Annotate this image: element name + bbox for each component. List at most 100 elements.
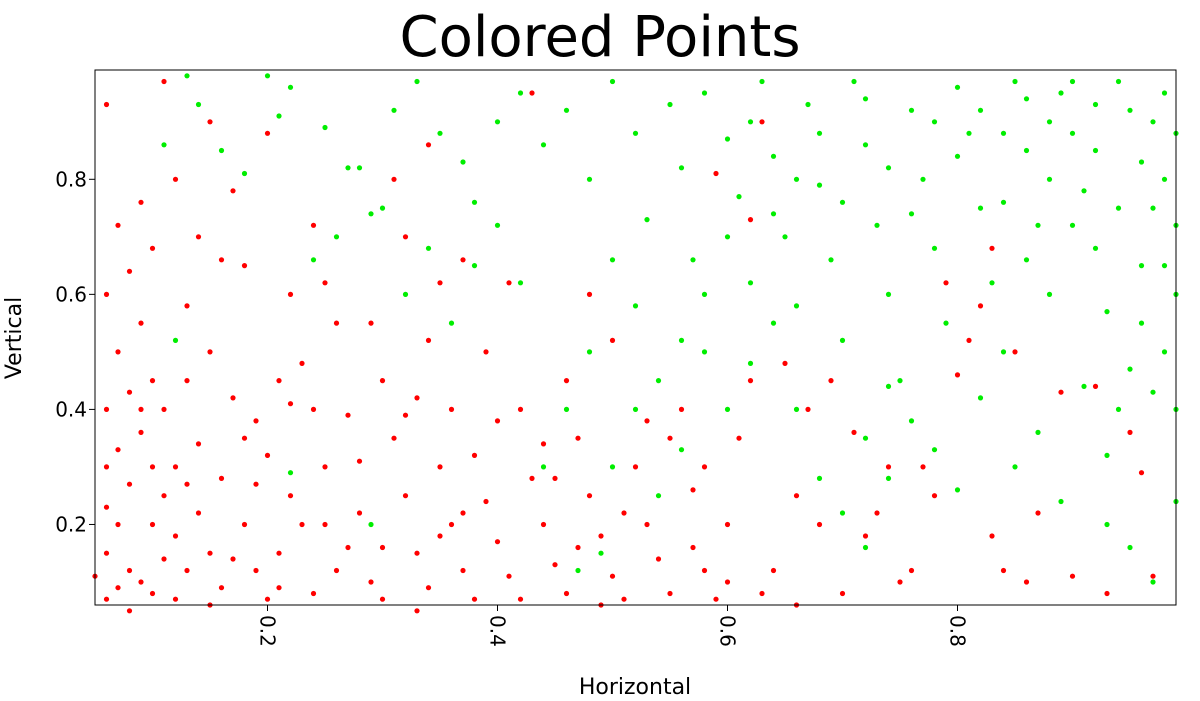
point-green — [540, 464, 547, 470]
point-green — [1092, 101, 1099, 108]
point-red — [379, 596, 386, 602]
point-red — [977, 303, 984, 309]
point-red — [632, 464, 639, 470]
point-green — [828, 257, 834, 263]
point-green — [448, 320, 455, 326]
point-red — [552, 475, 558, 481]
point-green — [1150, 119, 1156, 125]
point-red — [195, 510, 202, 516]
point-red — [230, 188, 236, 194]
point-red — [540, 441, 547, 447]
point-green — [954, 84, 961, 90]
point-red — [103, 406, 110, 412]
point-green — [609, 78, 616, 85]
point-green — [1035, 429, 1041, 435]
point-green — [747, 119, 754, 125]
point-red — [184, 567, 190, 574]
point-green — [690, 257, 696, 263]
point-green — [368, 211, 374, 217]
point-red — [540, 521, 547, 528]
point-red — [471, 596, 478, 602]
point-red — [506, 573, 512, 579]
point-green — [805, 101, 811, 108]
point-red — [184, 378, 190, 384]
point-red — [126, 481, 133, 487]
point-red — [126, 608, 133, 614]
point-green — [770, 211, 777, 217]
point-red — [138, 320, 144, 326]
y-axis: 0.2 0.4 0.6 0.8 — [55, 167, 95, 536]
point-green — [1127, 544, 1133, 551]
point-green — [1046, 291, 1053, 297]
point-red — [713, 170, 719, 177]
point-red — [138, 406, 144, 412]
point-red — [253, 481, 259, 487]
point-green — [563, 406, 570, 412]
point-green — [195, 101, 202, 108]
point-green — [1104, 309, 1110, 315]
point-red — [621, 510, 627, 516]
point-red — [471, 452, 478, 458]
point-green — [851, 78, 857, 85]
point-red — [207, 550, 213, 556]
point-red — [161, 78, 167, 85]
point-green — [540, 142, 547, 148]
point-red — [333, 567, 340, 574]
point-red — [218, 585, 225, 591]
point-green — [1023, 257, 1030, 263]
point-green — [322, 124, 328, 131]
point-green — [345, 165, 351, 171]
point-red — [621, 596, 627, 602]
point-green — [494, 222, 501, 228]
point-red — [287, 401, 294, 407]
point-green — [747, 360, 754, 366]
point-red — [667, 590, 673, 597]
point-red — [425, 142, 432, 148]
point-red — [1138, 470, 1145, 476]
y-tick-label: 0.4 — [55, 397, 87, 421]
point-green — [1127, 107, 1133, 113]
point-red — [851, 429, 857, 435]
point-red — [345, 544, 351, 551]
point-green — [1161, 349, 1168, 355]
point-green — [931, 245, 938, 251]
point-red — [747, 378, 754, 384]
point-red — [759, 590, 765, 597]
point-red — [310, 590, 317, 597]
point-green — [1046, 176, 1053, 182]
point-red — [425, 337, 432, 343]
point-green — [977, 205, 984, 211]
point-red — [287, 291, 294, 297]
point-red — [1000, 567, 1007, 574]
point-green — [885, 165, 892, 171]
x-tick-label: 0.8 — [946, 615, 970, 647]
point-green — [1023, 147, 1030, 154]
point-red — [253, 418, 259, 424]
point-red — [115, 447, 121, 453]
point-red — [1035, 510, 1041, 516]
point-green — [517, 90, 524, 96]
point-red — [218, 475, 225, 481]
point-green — [966, 130, 972, 136]
point-red — [310, 406, 317, 412]
point-green — [1046, 119, 1053, 125]
point-red — [184, 481, 190, 487]
point-red — [816, 521, 823, 528]
point-red — [138, 429, 144, 435]
points-layer — [92, 73, 1179, 614]
point-red — [161, 406, 167, 412]
point-red — [241, 263, 248, 269]
point-red — [460, 257, 466, 263]
point-red — [793, 493, 800, 499]
point-red — [368, 579, 374, 585]
point-green — [1023, 96, 1030, 102]
point-red — [345, 412, 351, 418]
point-green — [287, 470, 294, 476]
point-red — [563, 378, 570, 384]
point-red — [402, 234, 409, 240]
point-red — [690, 487, 696, 493]
point-green — [874, 222, 880, 228]
point-green — [494, 119, 501, 125]
point-red — [609, 337, 616, 343]
